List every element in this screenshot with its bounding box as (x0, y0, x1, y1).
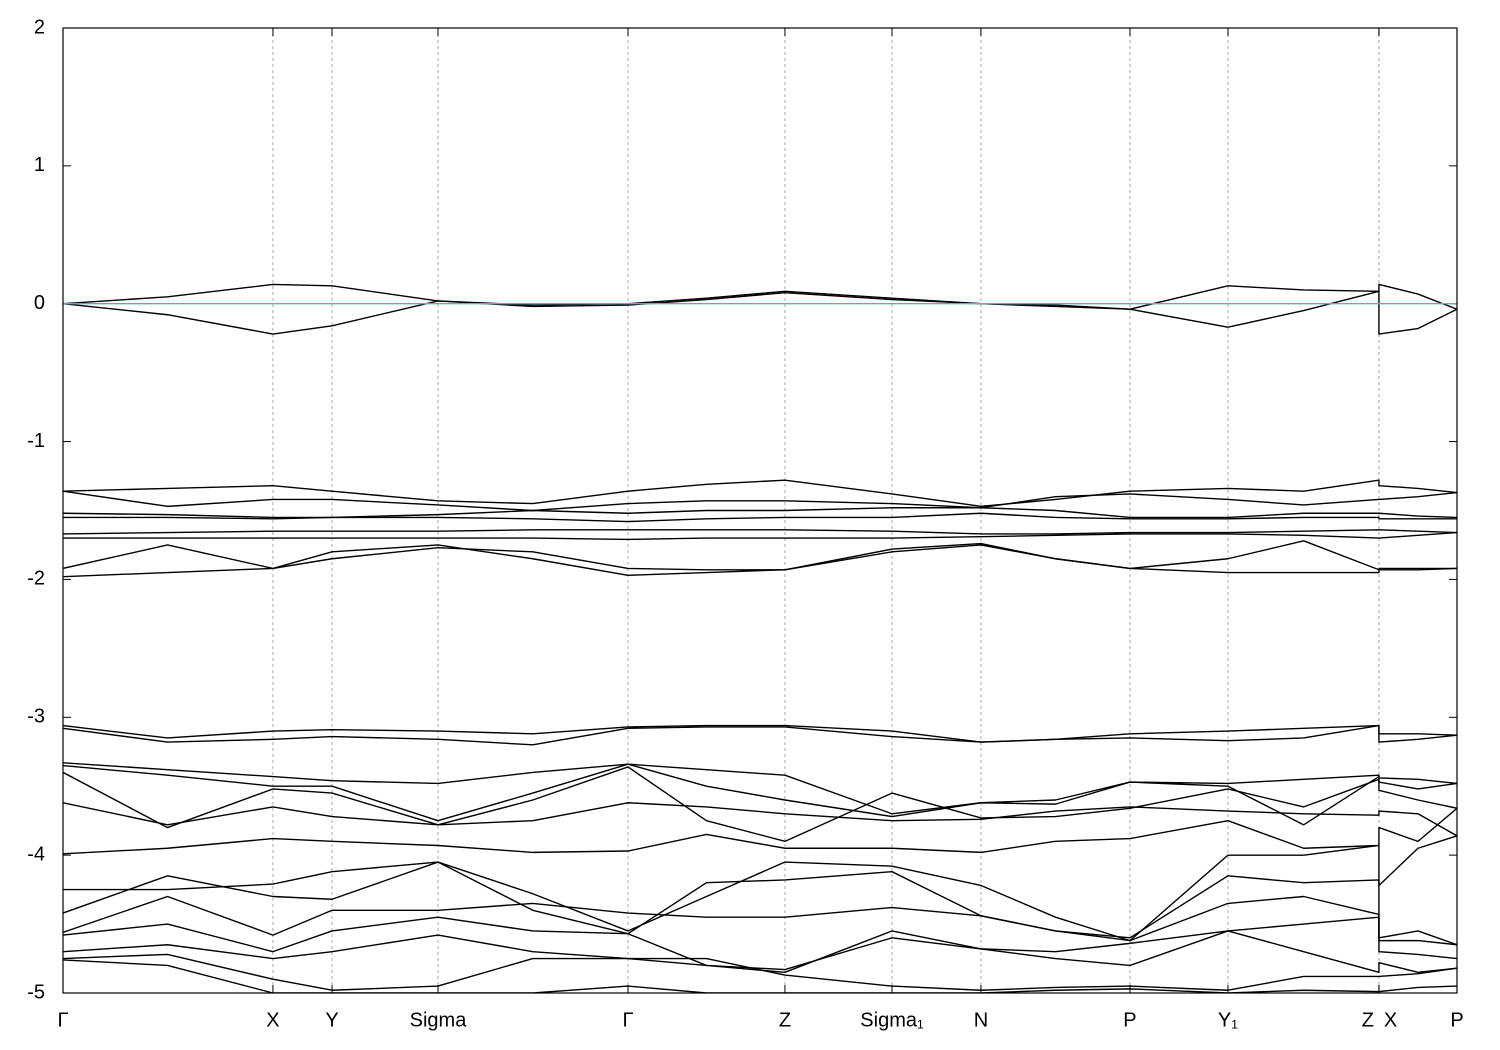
y-tick-label: -4 (27, 843, 45, 865)
y-tick-label: 2 (34, 16, 45, 38)
x-tick-label: Γ (622, 1009, 633, 1031)
band-line (63, 762, 1457, 815)
y-tick-label: -3 (27, 706, 45, 728)
x-tick-label: X (266, 1009, 279, 1031)
x-tick-label: N (974, 1009, 988, 1031)
band-line (63, 529, 1457, 535)
band-line (63, 544, 1457, 578)
band-line (63, 916, 1457, 974)
y-tick-label: 0 (34, 292, 45, 314)
band-line (63, 766, 1457, 843)
x-tick-label: P (1123, 1009, 1136, 1031)
x-tick-label: Sigma (410, 1009, 468, 1031)
y-tick-label: 1 (34, 154, 45, 176)
x-tick-label: Z (1362, 1009, 1374, 1031)
band-line (63, 802, 1457, 837)
band-line (63, 531, 1457, 541)
x-tick-label: Sigma₁ (860, 1009, 924, 1031)
band-line (63, 959, 1457, 993)
plot-frame (62, 27, 1458, 994)
band-line (63, 763, 1457, 826)
band-line (63, 895, 1457, 946)
band-line (63, 479, 1457, 508)
y-tick-label: -5 (27, 981, 45, 1003)
x-tick-label: Y (325, 1009, 338, 1031)
plot-area (63, 283, 1457, 993)
y-tick-label: -2 (27, 568, 45, 590)
x-tick-label: X (1384, 1009, 1397, 1031)
y-tick-label: -1 (27, 430, 45, 452)
band-line (63, 861, 1457, 946)
band-line (63, 512, 1457, 523)
x-tick-label: Z (779, 1009, 791, 1031)
x-tick-label: P (1450, 1009, 1463, 1031)
band-line (63, 953, 1457, 991)
band-line (63, 490, 1457, 512)
x-tick-label: Y₁ (1218, 1009, 1238, 1031)
x-tick-label: Γ (57, 1009, 68, 1031)
band-line (63, 290, 1457, 335)
band-line (63, 930, 1457, 974)
band-line (63, 724, 1457, 746)
band-line (63, 835, 1457, 942)
